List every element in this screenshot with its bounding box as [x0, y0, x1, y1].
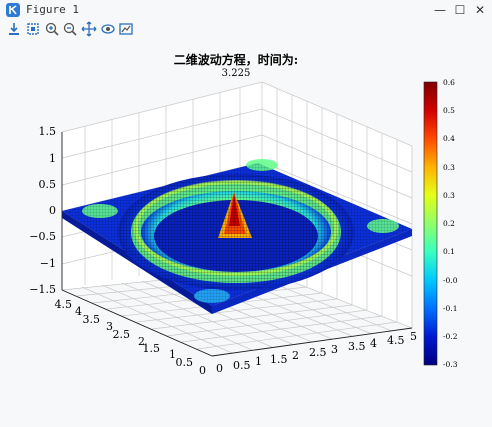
x-tick: 3 [331, 343, 338, 356]
x-tick: 5 [410, 330, 417, 343]
x-tick: 0.5 [233, 359, 251, 372]
colorbar-tick: -0.1 [443, 304, 457, 313]
window-titlebar: Figure 1 — ☐ ✕ [0, 0, 492, 20]
y-tick: 4 [75, 305, 82, 318]
figure-canvas[interactable]: 二维波动方程，时间为: 3.225 1.5 1 0.5 0 −0.5 −1 −1… [0, 38, 492, 427]
colorbar-tick: -0.3 [443, 360, 458, 369]
y-tick: 2 [138, 335, 145, 348]
colorbar-tick: 0.6 [443, 78, 455, 87]
z-tick: −1 [40, 257, 56, 270]
colorbar-tick: 0.4 [443, 134, 455, 143]
colorbar-tick: 0.5 [443, 106, 455, 115]
minimize-button[interactable]: — [434, 3, 446, 17]
z-tick-labels: 1.5 1 0.5 0 −0.5 −1 −1.5 [29, 125, 56, 296]
zoom-out-icon[interactable] [62, 21, 78, 37]
x-tick: 4 [370, 337, 377, 350]
rotate-icon[interactable] [100, 21, 116, 37]
restore-view-icon[interactable] [118, 21, 134, 37]
window-title: Figure 1 [26, 3, 79, 16]
axis-lines [61, 132, 413, 357]
x-tick: 1.5 [270, 353, 288, 366]
z-tick: 0.5 [39, 178, 57, 191]
z-tick: 1 [49, 152, 56, 165]
x-tick: 4.5 [387, 334, 405, 347]
app-icon [6, 3, 20, 17]
y-tick-labels: 0 0.5 1 1.5 2 2.5 3 3.5 4 4.5 [55, 298, 207, 377]
x-tick: 2 [292, 349, 299, 362]
colorbar-tick: 0.1 [443, 247, 455, 256]
colorbar: 0.6 0.5 0.4 0.3 0.3 0.2 0.1 -0.0 -0.1 -0… [423, 78, 458, 369]
z-tick: 1.5 [39, 125, 57, 138]
y-tick: 1.5 [143, 342, 161, 355]
maximize-button[interactable]: ☐ [454, 3, 466, 17]
y-tick: 4.5 [55, 298, 73, 311]
x-tick: 3.5 [348, 340, 366, 353]
y-tick: 2.5 [113, 328, 131, 341]
figure-toolbar [0, 20, 492, 38]
plot-subtitle: 3.225 [222, 68, 251, 79]
z-tick: −0.5 [29, 230, 56, 243]
colorbar-tick: -0.0 [443, 276, 458, 285]
colorbar-tick-labels: 0.6 0.5 0.4 0.3 0.3 0.2 0.1 -0.0 -0.1 -0… [443, 78, 458, 369]
colorbar-tick: 0.3 [443, 163, 455, 172]
z-tick: 0 [49, 204, 56, 217]
colorbar-tick: 0.2 [443, 219, 455, 228]
y-tick: 3.5 [83, 313, 101, 326]
x-tick: 0 [216, 362, 223, 375]
close-button[interactable]: ✕ [474, 3, 486, 17]
colorbar-tick: 0.3 [443, 191, 455, 200]
pan-icon[interactable] [81, 21, 97, 37]
colorbar-tick: -0.2 [443, 332, 458, 341]
save-icon[interactable] [6, 21, 22, 37]
x-tick-labels: 0 0.5 1 1.5 2 2.5 3 3.5 4 4.5 5 [216, 330, 417, 375]
z-tick: −1.5 [29, 283, 56, 296]
y-tick: 0.5 [176, 356, 194, 369]
y-tick: 1 [169, 348, 176, 361]
surface-plot[interactable] [62, 159, 412, 314]
x-tick: 1 [255, 355, 262, 368]
y-tick: 0 [199, 364, 206, 377]
x-tick: 2.5 [309, 346, 327, 359]
zoom-in-icon[interactable] [44, 21, 60, 37]
zoom-box-icon[interactable] [25, 21, 41, 37]
plot-title: 二维波动方程，时间为: [174, 52, 298, 67]
y-tick: 3 [106, 320, 113, 333]
